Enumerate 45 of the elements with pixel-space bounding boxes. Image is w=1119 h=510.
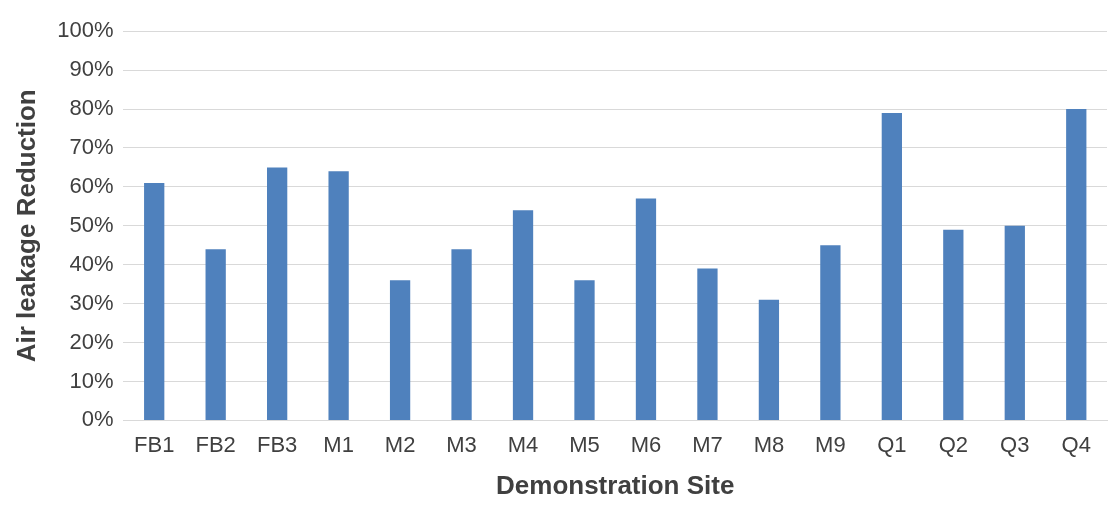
bar <box>205 249 226 420</box>
y-tick-label: 60% <box>69 172 114 198</box>
x-tick-label: M1 <box>323 431 354 457</box>
x-tick-label: Q4 <box>1061 431 1091 457</box>
bar <box>267 167 288 420</box>
x-tick-label: M5 <box>569 431 600 457</box>
y-tick-label: 10% <box>69 367 114 393</box>
x-tick-label: FB2 <box>195 431 236 457</box>
bar <box>144 182 165 420</box>
bar <box>1004 225 1025 420</box>
bar <box>758 299 780 420</box>
bar <box>328 171 349 420</box>
bar <box>451 249 472 420</box>
x-axis-title: Demonstration Site <box>496 469 735 500</box>
y-tick-label: 90% <box>69 56 114 82</box>
x-tick-label: M6 <box>630 431 662 457</box>
bar <box>943 229 964 420</box>
x-tick-label: FB3 <box>256 431 298 457</box>
y-tick-label: 80% <box>69 95 114 121</box>
y-tick-label: 0% <box>81 406 114 432</box>
bar <box>881 112 902 420</box>
y-tick-label: 50% <box>69 211 114 237</box>
bar <box>574 280 595 420</box>
bar <box>635 198 657 420</box>
bar <box>389 280 411 420</box>
x-tick-label: M2 <box>384 431 416 457</box>
x-tick-label: M3 <box>446 431 477 457</box>
x-tick-label: M4 <box>507 431 539 457</box>
y-tick-label: 100% <box>57 17 114 43</box>
bar <box>1066 109 1087 420</box>
x-tick-label: M8 <box>753 431 785 457</box>
y-tick-label: 70% <box>69 134 114 160</box>
x-tick-label: M7 <box>692 431 723 457</box>
x-tick-label: M9 <box>815 431 846 457</box>
bar <box>820 245 841 420</box>
x-tick-label: Q1 <box>877 431 907 457</box>
bar <box>697 268 718 420</box>
y-tick-label: 20% <box>69 328 114 354</box>
x-tick-label: Q3 <box>1000 431 1030 457</box>
bar <box>512 210 534 420</box>
x-tick-label: Q2 <box>938 431 968 457</box>
x-tick-label: FB1 <box>134 431 175 457</box>
y-axis-title: Air leakage Reduction <box>10 89 41 363</box>
y-tick-label: 30% <box>69 289 114 315</box>
y-tick-label: 40% <box>69 250 114 276</box>
